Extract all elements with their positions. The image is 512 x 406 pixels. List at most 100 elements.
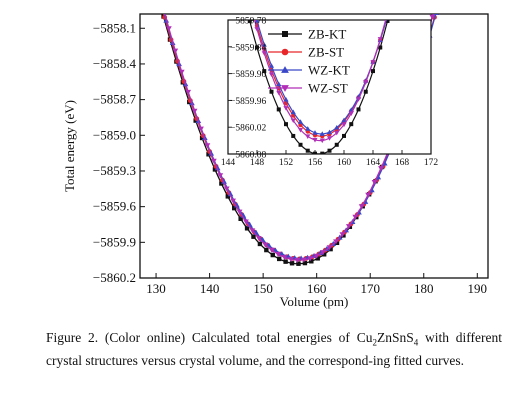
y-axis-title: Total energy (eV) [62,100,77,192]
wz-st-inset-point [297,127,304,133]
zb-kt-point [238,216,243,222]
wz-kt-point [433,14,439,16]
wz-kt-inset-point [283,96,289,102]
x-tick-label: 170 [360,281,380,296]
inset-series [247,0,390,154]
wz-st-point [236,209,243,215]
wz-st-point [185,89,192,95]
wz-kt-point [323,246,330,252]
wz-kt-inset-point [305,126,311,131]
wz-st-point [204,143,211,149]
wz-st-inset-point [326,136,333,141]
wz-st-point [326,245,333,251]
zb-kt-point [296,261,301,266]
inset-x-tick-label: 156 [308,158,323,168]
zb-kt-inset-point [378,45,383,50]
wz-kt-point [221,178,227,184]
zb-kt-point [277,256,282,262]
wz-st-inset-point [254,27,260,32]
caption-sub-1: 2 [372,337,377,348]
inset-x-tick-label: 172 [424,158,439,168]
y-tick-label: −5859.6 [93,199,137,214]
inset-x-tick-label: 144 [221,158,236,168]
inset-axes: 144 148 152 156 160 164 168 172 −5859.78 −5859.84… [221,17,439,169]
wz-st-point [307,256,314,262]
inset-y-tick-label: −5859.84 [230,43,266,53]
inset-x-tick-label: 164 [366,158,381,168]
wz-st-inset-point [247,0,252,5]
zb-kt-point [225,194,231,199]
wz-st-point [198,126,204,132]
inset-y-tick-label: −5859.96 [230,97,266,107]
zb-kt-point [321,252,327,257]
zb-kt-inset-point [371,69,375,74]
legend: ZB-KT ZB-ST WZ-KT WZ-ST [268,27,350,96]
zb-kt-inset-point [262,69,267,74]
y-tick-label: −5859.9 [93,234,136,249]
wz-st-inset-point [305,134,311,139]
inset-x-tick-label: 168 [395,158,410,168]
wz-kt-inset-point [334,124,340,130]
y-tick-label: −5860.2 [93,270,136,285]
zb-kt-inset-point [284,122,288,127]
wz-st-point [378,166,384,172]
wz-st-point [191,108,198,114]
wz-kt-inset-point [319,131,325,136]
wz-st-point [339,232,346,238]
wz-st-point [178,69,185,75]
wz-st-point [320,250,326,256]
inset-x-tick-label: 148 [250,158,265,168]
wz-st-point [313,253,320,259]
zb-kt-point [289,261,295,266]
wz-kt-inset-point [297,119,304,124]
wz-st-point [365,192,371,198]
wz-st-inset-point [377,37,383,42]
zb-kt-point [264,247,269,253]
wz-st-point [281,255,288,261]
wz-kt-point [214,165,221,171]
wz-kt-point [234,202,240,208]
main-axes: 130 140 150 160 170 180 190 −5858.1 −5858.4 −5858… [93,20,487,296]
wz-st-point [288,257,294,263]
wz-st-point [172,48,179,54]
zb-kt-point [309,259,314,264]
zb-kt-inset-point [342,133,346,138]
wz-st-inset-point [370,60,376,65]
zb-kt-inset-point [385,20,390,23]
x-axis-title: Volume (pm) [280,294,349,309]
wz-kt-point [227,191,234,197]
wz-kt-inset-point [276,81,282,87]
caption-text-2: ZnSnS [376,330,414,345]
wz-st-point [345,224,352,230]
zb-kt-point [244,226,250,231]
caption-text-3: with [418,330,449,345]
zb-kt-point [199,135,205,141]
x-tick-label: 150 [253,281,273,296]
wz-st-point [262,242,269,248]
zb-kt-point [270,252,275,258]
wz-st-inset-point [276,90,282,96]
x-tick-label: 140 [200,281,220,296]
zb-kt-inset-point [276,107,281,112]
energy-volume-chart: 130 140 150 160 170 180 190 −5858.1 −5858.4 −5858… [62,0,489,309]
x-tick-label: 160 [307,281,327,296]
wz-st-point [275,252,281,258]
wz-st-point [352,214,359,220]
legend-zb-st-label: ZB-ST [308,45,344,60]
inset-x-tick-label: 160 [337,158,352,168]
zb-kt-point [232,205,237,211]
y-tick-label: −5858.1 [93,20,136,35]
x-tick-label: 130 [146,281,166,296]
zb-kt-inset-point [349,122,354,127]
wz-kt-inset-point [326,129,333,135]
legend-wz-st-label: WZ-ST [308,81,348,96]
zb-kt-inset-point [255,45,259,50]
wz-st-point [230,198,237,204]
wz-st-point [333,239,339,245]
y-tick-label: −5859.0 [93,127,136,142]
wz-st-point [429,14,436,20]
inset-y-tick-label: −5860.08 [230,151,266,161]
wz-st-point [217,173,224,179]
wz-st-inset-point [261,51,267,56]
zb-kt-inset-point [363,89,368,94]
